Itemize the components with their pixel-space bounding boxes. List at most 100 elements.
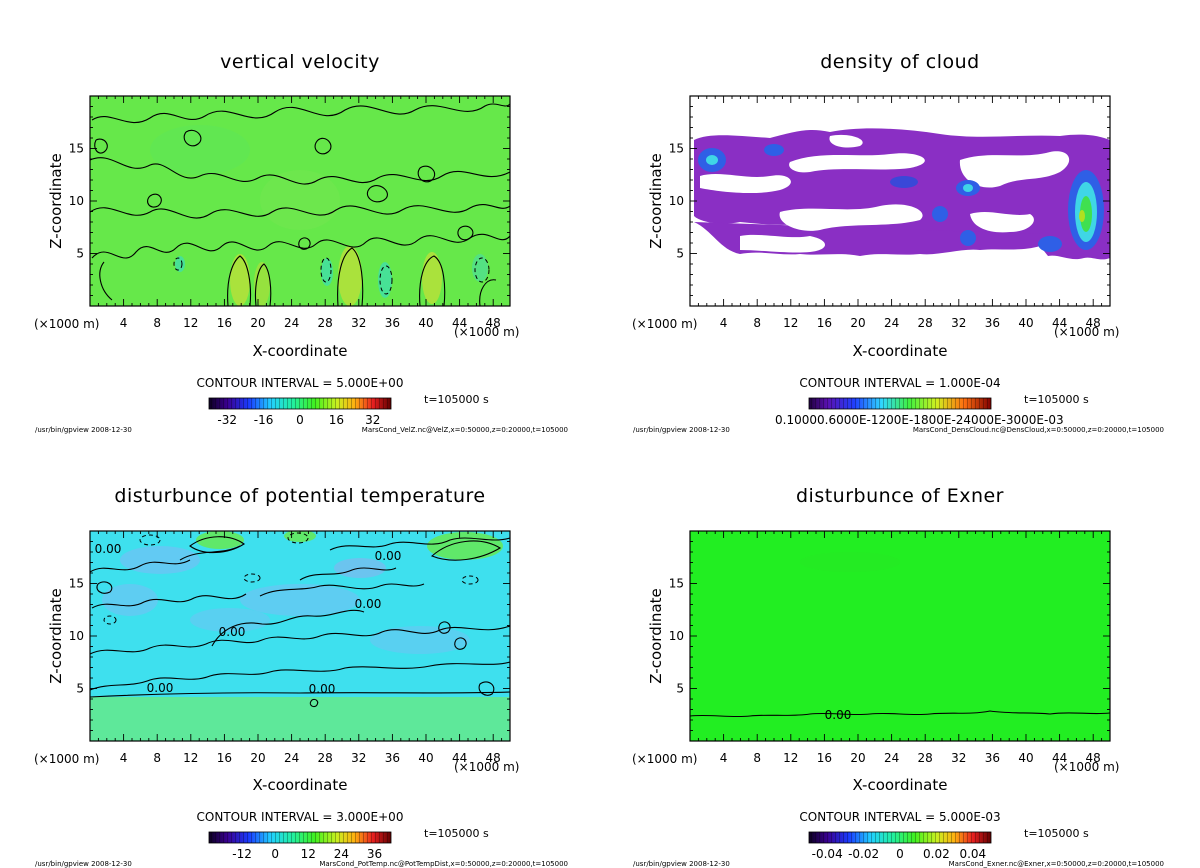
colorbar-tick-labels: -32 -16 0 16 32 xyxy=(217,413,380,427)
x-tick-labels: 4 8 12 16 20 24 28 32 36 40 44 48 xyxy=(120,751,501,765)
contour-lines xyxy=(90,536,510,708)
colorbar-tick-label: 0.10000.6000E-1200E-1800E-24000E-3000E-0… xyxy=(775,413,1064,427)
x-tick-label: 32 xyxy=(951,751,966,765)
x-unit-left: (×1000 m) xyxy=(34,317,99,331)
x-tick-label: 20 xyxy=(850,316,865,330)
y-axis-label: Z-coordinate xyxy=(647,588,665,683)
x-tick-label: 44 xyxy=(1052,751,1067,765)
cloud-gaps xyxy=(700,134,1070,253)
y-tick-label: 15 xyxy=(69,142,84,156)
x-tick-label: 20 xyxy=(250,751,265,765)
x-tick-label: 28 xyxy=(918,316,933,330)
y-tick-label: 10 xyxy=(669,194,684,208)
contour-label: 0.00 xyxy=(95,542,122,556)
footer-left: /usr/bin/gpview 2008-12-30 xyxy=(35,426,132,434)
lower-layer xyxy=(90,697,510,741)
panel-potential-temperature: disturbunce of potential temperature xyxy=(34,485,568,868)
footer-left: /usr/bin/gpview 2008-12-30 xyxy=(35,860,132,868)
colorbar-tick-label: 32 xyxy=(365,413,380,427)
x-tick-marks xyxy=(697,96,1103,306)
colorbar-tick-label: 16 xyxy=(329,413,344,427)
plot-area: 0.00 xyxy=(690,531,1110,741)
plot-area xyxy=(90,96,510,306)
contour-label: 0.00 xyxy=(375,549,402,563)
x-tick-label: 24 xyxy=(884,316,899,330)
contour-label: 0.00 xyxy=(355,597,382,611)
field-blobs xyxy=(102,531,503,654)
x-tick-label: 36 xyxy=(385,751,400,765)
x-tick-labels: 4 8 12 16 20 24 28 32 36 40 44 48 xyxy=(720,316,1101,330)
x-unit-left: (×1000 m) xyxy=(632,317,697,331)
x-tick-marks xyxy=(97,531,503,741)
colorbar-tick-labels: -12 0 12 24 36 xyxy=(232,847,382,861)
y-tick-label: 10 xyxy=(69,194,84,208)
x-tick-label: 4 xyxy=(720,316,728,330)
x-tick-label: 32 xyxy=(351,751,366,765)
chart-title: density of cloud xyxy=(820,51,980,73)
x-tick-label: 32 xyxy=(351,316,366,330)
contour-value-labels: 0.00 xyxy=(825,708,852,722)
contour-interval: CONTOUR INTERVAL = 3.000E+00 xyxy=(197,810,404,824)
x-tick-label: 24 xyxy=(284,751,299,765)
x-tick-label: 36 xyxy=(985,316,1000,330)
x-unit-right: (×1000 m) xyxy=(1054,760,1119,774)
colorbar: 0.10000.6000E-1200E-1800E-24000E-3000E-0… xyxy=(775,397,1064,427)
x-tick-label: 24 xyxy=(284,316,299,330)
time-label: t=105000 s xyxy=(424,393,489,406)
x-tick-label: 40 xyxy=(1018,316,1033,330)
x-tick-label: 16 xyxy=(217,751,232,765)
y-tick-marks xyxy=(90,106,510,296)
panel-density-of-cloud: density of cloud xyxy=(632,51,1164,434)
y-axis-label: Z-coordinate xyxy=(47,588,65,683)
time-label: t=105000 s xyxy=(1024,393,1089,406)
x-tick-label: 48 xyxy=(1086,316,1101,330)
time-label: t=105000 s xyxy=(424,827,489,840)
contour-value-labels: 0.00 0.00 0.00 0.00 0.00 0.00 xyxy=(95,542,402,696)
y-axis-label: Z-coordinate xyxy=(647,153,665,248)
x-tick-label: 16 xyxy=(217,316,232,330)
x-unit-right: (×1000 m) xyxy=(454,325,519,339)
y-tick-marks xyxy=(690,541,1110,731)
x-tick-marks xyxy=(97,96,503,306)
y-tick-label: 10 xyxy=(669,629,684,643)
y-tick-label: 15 xyxy=(669,577,684,591)
contour-label: 0.00 xyxy=(309,682,336,696)
y-tick-marks xyxy=(690,106,1110,296)
x-tick-marks xyxy=(697,531,1103,741)
dashed-contours xyxy=(173,257,490,295)
chart-title: disturbunce of Exner xyxy=(796,485,1004,507)
x-unit-left: (×1000 m) xyxy=(34,752,99,766)
x-tick-label: 8 xyxy=(753,751,761,765)
colorbar-tick-labels: -0.04 -0.02 0 0.02 0.04 xyxy=(812,847,986,861)
colorbar-tick-label: 0 xyxy=(896,847,904,861)
x-tick-label: 4 xyxy=(120,751,128,765)
y-tick-label: 5 xyxy=(76,247,84,261)
x-tick-label: 8 xyxy=(153,751,161,765)
x-tick-label: 4 xyxy=(120,316,128,330)
x-tick-label: 12 xyxy=(183,751,198,765)
colorbar-tick-label: 36 xyxy=(367,847,382,861)
panel-exner: disturbunce of Exner 0.00 4 8 12 16 20 24 28 32… xyxy=(632,485,1164,868)
contour-lines xyxy=(690,710,1110,718)
footer-left: /usr/bin/gpview 2008-12-30 xyxy=(633,426,730,434)
colorbar: -32 -16 0 16 32 xyxy=(208,397,392,427)
x-axis-label: X-coordinate xyxy=(253,776,348,794)
colorbar-tick-label: 0.04 xyxy=(959,847,986,861)
colorbar-tick-labels: 0.10000.6000E-1200E-1800E-24000E-3000E-0… xyxy=(775,413,1064,427)
footer-right: MarsCond_Exner.nc@Exner,x=0:50000,z=0:20… xyxy=(949,860,1164,868)
x-tick-label: 20 xyxy=(250,316,265,330)
x-unit-right: (×1000 m) xyxy=(454,760,519,774)
colorbar-tick-label: -32 xyxy=(217,413,237,427)
chart-title: vertical velocity xyxy=(220,51,380,73)
x-tick-label: 36 xyxy=(985,751,1000,765)
x-tick-label: 28 xyxy=(318,751,333,765)
x-tick-label: 28 xyxy=(918,751,933,765)
x-axis-label: X-coordinate xyxy=(253,342,348,360)
x-tick-label: 24 xyxy=(884,751,899,765)
plot-area xyxy=(690,96,1110,306)
colorbar-tick-label: 0.02 xyxy=(923,847,950,861)
colorbar-tick-label: 12 xyxy=(301,847,316,861)
y-tick-label: 5 xyxy=(676,682,684,696)
x-tick-label: 44 xyxy=(452,316,467,330)
contour-lines xyxy=(90,103,510,306)
